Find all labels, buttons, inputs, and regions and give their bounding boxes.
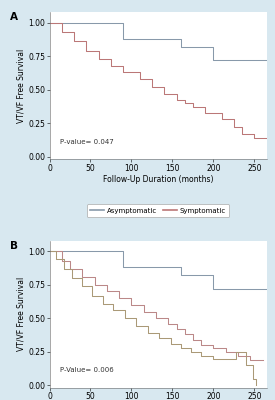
Text: A: A xyxy=(10,12,18,22)
Y-axis label: VT/VF Free Survival: VT/VF Free Survival xyxy=(16,277,26,351)
Legend: Asymptomatic, Symptomatic: Asymptomatic, Symptomatic xyxy=(87,204,229,217)
Text: B: B xyxy=(10,240,18,250)
X-axis label: Follow-Up Duration (months): Follow-Up Duration (months) xyxy=(103,175,213,184)
Y-axis label: VT/VF Free Survival: VT/VF Free Survival xyxy=(16,49,26,123)
Text: P-Value= 0.006: P-Value= 0.006 xyxy=(60,367,114,373)
Text: P-value= 0.047: P-value= 0.047 xyxy=(60,139,114,145)
